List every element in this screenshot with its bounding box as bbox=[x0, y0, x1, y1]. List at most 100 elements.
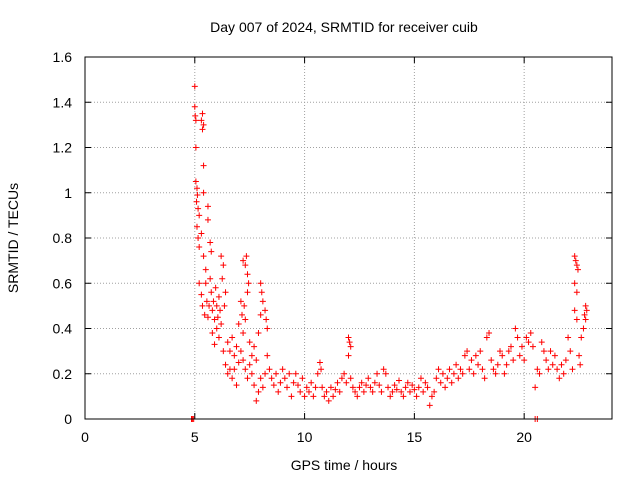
data-point bbox=[424, 384, 431, 391]
data-point bbox=[217, 307, 224, 314]
data-point bbox=[543, 357, 550, 364]
data-point bbox=[248, 370, 255, 377]
data-point bbox=[347, 343, 354, 350]
data-point bbox=[338, 375, 345, 382]
data-point bbox=[345, 334, 352, 341]
data-point bbox=[229, 375, 236, 382]
data-point bbox=[472, 352, 479, 359]
data-point bbox=[446, 366, 453, 373]
data-point bbox=[577, 361, 584, 368]
data-point bbox=[435, 366, 442, 373]
data-point bbox=[251, 382, 258, 389]
data-point bbox=[208, 289, 215, 296]
data-point bbox=[257, 280, 264, 287]
data-point bbox=[569, 366, 576, 373]
data-point bbox=[284, 384, 291, 391]
data-point bbox=[404, 379, 411, 386]
data-point bbox=[567, 348, 574, 355]
data-point bbox=[477, 348, 484, 355]
data-point bbox=[327, 384, 334, 391]
data-point bbox=[209, 307, 216, 314]
data-point bbox=[453, 361, 460, 368]
data-point bbox=[439, 370, 446, 377]
data-point bbox=[525, 339, 532, 346]
x-tick-label: 5 bbox=[191, 429, 199, 445]
data-point bbox=[244, 271, 251, 278]
y-axis-label: SRMTID / TECUs bbox=[5, 183, 21, 293]
data-point bbox=[457, 366, 464, 373]
y-tick-label: 0.6 bbox=[53, 275, 73, 291]
data-point bbox=[303, 384, 310, 391]
x-axis-label: GPS time / hours bbox=[291, 457, 398, 473]
y-tick-label: 1 bbox=[64, 185, 72, 201]
y-tick-label: 1.4 bbox=[53, 94, 73, 110]
data-point bbox=[442, 384, 449, 391]
data-point bbox=[565, 334, 572, 341]
data-point bbox=[288, 393, 295, 400]
data-point bbox=[497, 348, 504, 355]
data-point bbox=[231, 352, 238, 359]
data-point bbox=[380, 366, 387, 373]
data-point bbox=[512, 325, 519, 332]
data-point bbox=[233, 382, 240, 389]
data-point bbox=[297, 388, 304, 395]
data-point bbox=[422, 379, 429, 386]
axis-ticks: 0 0.2 0.4 0.6 0.8 1 1.2 1.4 1.6 0 5 10 15 20 bbox=[53, 49, 612, 445]
data-point bbox=[547, 348, 554, 355]
data-point bbox=[200, 253, 207, 260]
data-point bbox=[242, 316, 249, 323]
data-point bbox=[490, 366, 497, 373]
data-point bbox=[356, 384, 363, 391]
grid-layer bbox=[85, 57, 612, 419]
data-point bbox=[583, 307, 590, 314]
data-point bbox=[201, 311, 208, 318]
data-point bbox=[527, 330, 534, 337]
data-point bbox=[242, 262, 249, 269]
data-point bbox=[200, 121, 207, 128]
data-point bbox=[391, 382, 398, 389]
data-point bbox=[244, 289, 251, 296]
data-point bbox=[464, 348, 471, 355]
data-point bbox=[334, 379, 341, 386]
y-tick-label: 0.2 bbox=[53, 366, 73, 382]
data-point bbox=[244, 375, 251, 382]
data-point bbox=[268, 375, 275, 382]
data-point bbox=[420, 388, 427, 395]
data-point bbox=[191, 103, 198, 110]
data-point bbox=[318, 366, 325, 373]
data-point bbox=[576, 352, 583, 359]
data-point bbox=[411, 386, 418, 393]
data-point bbox=[571, 253, 578, 260]
data-point bbox=[240, 257, 247, 264]
data-point bbox=[310, 393, 317, 400]
data-point bbox=[349, 384, 356, 391]
y-tick-label: 0.4 bbox=[53, 321, 73, 337]
data-point bbox=[417, 375, 424, 382]
data-point bbox=[396, 377, 403, 384]
data-point bbox=[365, 375, 372, 382]
data-point bbox=[433, 375, 440, 382]
data-point bbox=[571, 280, 578, 287]
data-point bbox=[415, 384, 422, 391]
chart-title: Day 007 of 2024, SRMTID for receiver cui… bbox=[210, 19, 478, 35]
data-point bbox=[273, 370, 280, 377]
y-tick-label: 0 bbox=[64, 411, 72, 427]
data-point bbox=[195, 235, 202, 241]
data-point bbox=[459, 370, 466, 377]
data-point bbox=[573, 289, 580, 296]
data-point bbox=[243, 253, 250, 260]
data-point bbox=[191, 83, 198, 90]
data-point bbox=[461, 352, 468, 359]
data-point bbox=[259, 298, 266, 305]
data-point bbox=[198, 117, 205, 124]
data-point bbox=[292, 370, 299, 377]
data-point bbox=[248, 352, 255, 359]
data-point bbox=[571, 307, 578, 314]
data-point bbox=[192, 112, 199, 119]
x-tick-label: 0 bbox=[81, 429, 89, 445]
data-point bbox=[402, 384, 409, 391]
data-point bbox=[241, 302, 248, 309]
data-point bbox=[466, 366, 473, 373]
data-point bbox=[560, 370, 567, 377]
